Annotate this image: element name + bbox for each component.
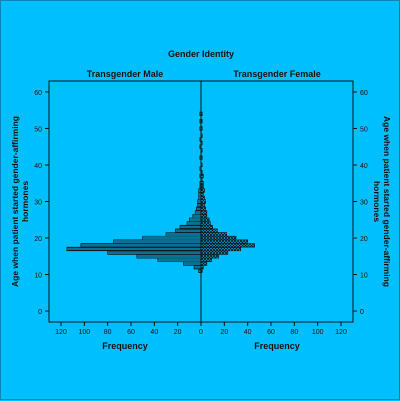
y-tick-label-left: 30 <box>34 200 42 207</box>
y-axis-label-left-line: hormones <box>20 181 30 222</box>
x-axis-label-right: Frequency <box>254 341 300 351</box>
x-tick-label-right: 40 <box>244 329 252 336</box>
y-tick-label-right: 10 <box>360 273 368 280</box>
y-axis-label-right: Age when patient started gender-affirmin… <box>372 116 392 287</box>
bar-male-age-13 <box>183 261 202 266</box>
bar-male-age-20 <box>142 235 202 241</box>
y-tick-label-right: 60 <box>360 90 368 97</box>
x-tick-label-right: 120 <box>335 329 347 336</box>
bar-male-age-12 <box>193 265 202 270</box>
bar-female-age-20 <box>200 235 237 241</box>
y-axis-label-right-line: hormones <box>372 181 382 222</box>
panel-title-transgender-female: Transgender Female <box>233 69 321 79</box>
x-tick-label-left: 80 <box>104 329 112 336</box>
x-tick-label-left: 60 <box>127 329 135 336</box>
bar-female-age-26 <box>200 213 208 219</box>
bar-male-age-14 <box>157 257 202 263</box>
bar-female-age-23 <box>200 224 213 230</box>
x-axis-label-left: Frequency <box>102 341 148 351</box>
x-tick-label-right: 80 <box>290 329 298 336</box>
x-tick-label-left: 20 <box>174 329 182 336</box>
y-tick-label-left: 40 <box>34 163 42 170</box>
bar-female-age-29 <box>200 203 205 208</box>
bar-male-age-19 <box>113 239 202 244</box>
y-tick-label-left: 10 <box>34 273 42 280</box>
y-axis-ticks: 0 0 10 10 20 20 30 30 40 40 50 50 60 60 <box>34 90 368 316</box>
bars-transgender-female <box>200 111 255 274</box>
y-tick-label-right: 30 <box>360 200 368 207</box>
x-tick-label-right: 20 <box>220 329 228 336</box>
bar-male-age-24 <box>186 221 202 226</box>
x-tick-label-left: 40 <box>150 329 158 336</box>
x-tick-label-left: 120 <box>55 329 67 336</box>
bars-transgender-male <box>66 111 202 274</box>
y-tick-label-left: 60 <box>34 90 42 97</box>
y-tick-label-right: 0 <box>360 309 364 316</box>
y-tick-label-left: 50 <box>34 126 42 133</box>
bar-female-age-21 <box>200 232 227 237</box>
bar-male-age-28 <box>196 206 202 211</box>
bar-male-age-16 <box>107 250 202 255</box>
bar-female-age-16 <box>200 250 229 255</box>
bar-male-age-17 <box>66 246 202 252</box>
y-tick-label-right: 20 <box>360 236 368 243</box>
panel-title-transgender-male: Transgender Male <box>87 69 164 79</box>
y-axis-label-left-line: Age when patient started gender-affirmin… <box>10 116 20 287</box>
bar-male-age-27 <box>194 210 202 215</box>
y-tick-label-right: 40 <box>360 163 368 170</box>
bar-male-age-22 <box>175 228 202 233</box>
y-axis-label-right-line: Age when patient started gender-affirmin… <box>382 116 392 287</box>
bar-female-age-30 <box>200 199 206 204</box>
bar-female-age-18 <box>200 243 255 248</box>
bar-male-age-30 <box>197 199 202 204</box>
bar-female-age-22 <box>200 228 218 233</box>
y-axis-label-left: Age when patient started gender-affirmin… <box>10 116 30 287</box>
bar-male-age-25 <box>189 217 202 222</box>
x-tick-label-left: 0 <box>199 329 203 336</box>
bar-male-age-18 <box>80 243 202 248</box>
chart-title: Gender Identity <box>168 49 234 59</box>
bar-female-age-28 <box>200 206 206 211</box>
bar-male-age-21 <box>165 232 202 237</box>
y-tick-label-right: 50 <box>360 126 368 133</box>
bar-female-age-25 <box>200 217 210 222</box>
bar-male-age-29 <box>197 203 202 208</box>
x-axis-ticks: 120 100 80 60 40 20 0 20 40 60 80 100 120 <box>55 322 347 336</box>
bar-male-age-23 <box>179 224 202 230</box>
bar-female-age-17 <box>200 246 241 252</box>
bar-male-age-26 <box>192 213 202 219</box>
x-tick-label-right: 100 <box>312 329 324 336</box>
bar-female-age-27 <box>200 210 208 215</box>
bar-female-age-31 <box>200 195 205 200</box>
bar-female-age-24 <box>200 221 211 226</box>
bar-female-age-33 <box>200 188 205 193</box>
bar-female-age-14 <box>200 257 212 263</box>
bar-female-age-13 <box>200 261 208 266</box>
x-tick-label-left: 100 <box>78 329 90 336</box>
bar-male-age-15 <box>136 254 202 259</box>
y-tick-label-left: 0 <box>38 309 42 316</box>
bar-female-age-19 <box>200 239 248 244</box>
x-tick-label-right: 60 <box>267 329 275 336</box>
bar-female-age-15 <box>200 254 219 259</box>
y-tick-label-left: 20 <box>34 236 42 243</box>
